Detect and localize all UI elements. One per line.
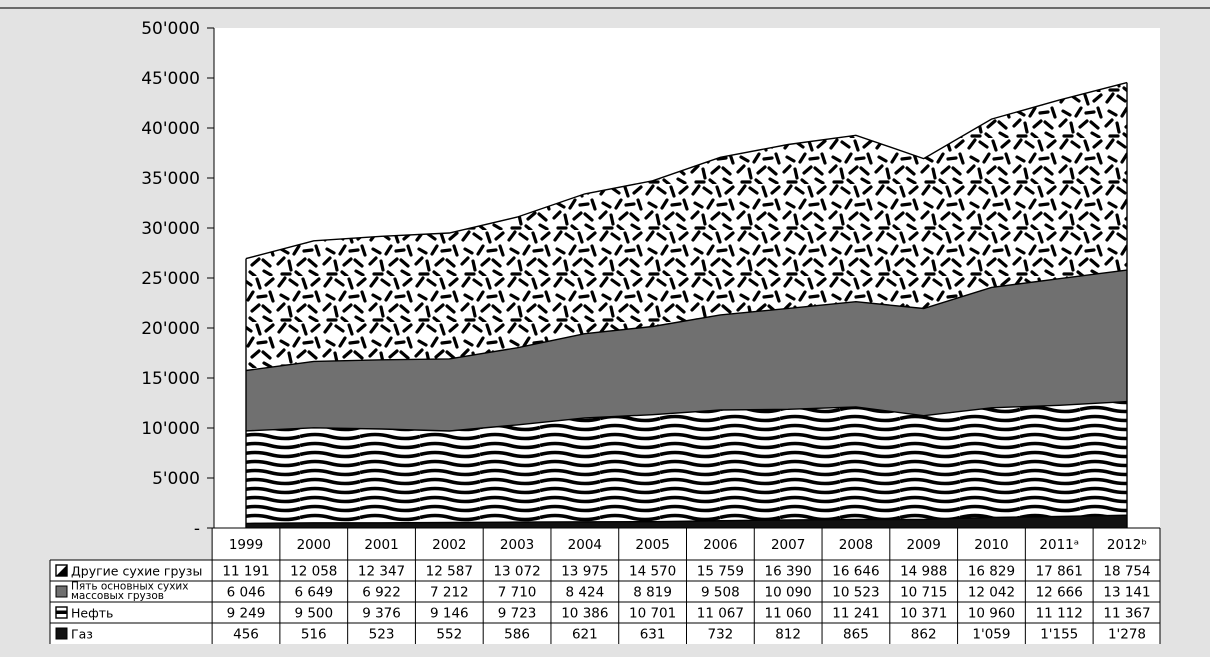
table-value: 1'059	[972, 627, 1010, 643]
table-value: 1'278	[1108, 627, 1146, 643]
table-value: 9 723	[498, 606, 537, 622]
table-value: 10 386	[561, 606, 608, 622]
table-value: 621	[572, 627, 598, 643]
year-label: 2009	[907, 537, 941, 553]
table-value: 456	[233, 627, 259, 643]
table-value: 10 523	[832, 585, 879, 601]
y-tick-label: 5'000	[152, 469, 200, 489]
table-value: 10 371	[900, 606, 947, 622]
y-tick-label: -	[194, 519, 200, 539]
legend-swatch-stripe	[56, 610, 67, 614]
table-value: 9 376	[362, 606, 401, 622]
y-tick-label: 10'000	[141, 419, 200, 439]
area-series-2	[246, 270, 1127, 431]
year-label: 1999	[229, 537, 263, 553]
area-line-1	[245, 400, 1128, 432]
table-value: 8 424	[566, 585, 605, 601]
year-label: 2003	[500, 537, 534, 553]
table-value: 11 191	[222, 564, 269, 580]
year-label: 2011ᵃ	[1039, 537, 1079, 553]
table-value: 732	[707, 627, 733, 643]
top-rule	[0, 7, 1210, 9]
table-value: 6 649	[294, 585, 333, 601]
legend-label: Газ	[71, 627, 93, 642]
table-value: 7 212	[430, 585, 469, 601]
year-label: 2001	[364, 537, 398, 553]
area-line-2	[245, 269, 1128, 372]
table-value: 12 587	[426, 564, 473, 580]
table-value: 9 249	[227, 606, 266, 622]
table-value: 865	[843, 627, 869, 643]
table-value: 11 241	[832, 606, 879, 622]
table-value: 12 666	[1036, 585, 1083, 601]
table-value: 516	[301, 627, 327, 643]
table-value: 552	[436, 627, 462, 643]
y-tick-label: 40'000	[141, 119, 200, 139]
table-value: 13 141	[1103, 585, 1150, 601]
legend-swatch-triangle	[56, 565, 67, 576]
year-label: 2008	[839, 537, 873, 553]
legend-label: Пять основных сухих	[71, 581, 188, 593]
table-value: 7 710	[498, 585, 537, 601]
table-value: 12 058	[290, 564, 337, 580]
legend-label: массовых грузов	[71, 590, 164, 602]
table-value: 9 508	[701, 585, 740, 601]
table-value: 8 819	[633, 585, 672, 601]
table-value: 6 922	[362, 585, 401, 601]
area-line-3	[245, 81, 1128, 260]
table-value: 11 060	[765, 606, 812, 622]
table-value: 862	[911, 627, 937, 643]
year-label: 2007	[771, 537, 805, 553]
table-value: 10 701	[629, 606, 676, 622]
table-value: 18 754	[1103, 564, 1150, 580]
legend-label: Нефть	[71, 606, 113, 621]
table-value: 13 975	[561, 564, 608, 580]
table-value: 16 390	[765, 564, 812, 580]
year-label: 2002	[432, 537, 466, 553]
table-value: 6 046	[227, 585, 266, 601]
table-value: 12 347	[358, 564, 405, 580]
table-value: 12 042	[968, 585, 1015, 601]
y-tick-label: 50'000	[141, 19, 200, 39]
table-value: 11 112	[1036, 606, 1083, 622]
y-tick-label: 15'000	[141, 369, 200, 389]
table-value: 1'155	[1040, 627, 1078, 643]
table-value: 16 829	[968, 564, 1015, 580]
year-label: 2012ᵇ	[1107, 537, 1147, 553]
area-series-3	[246, 82, 1127, 371]
table-value: 10 090	[765, 585, 812, 601]
table-value: 11 067	[697, 606, 744, 622]
year-label: 2005	[635, 537, 669, 553]
legend-swatch	[55, 585, 68, 598]
area-series-1	[246, 401, 1127, 524]
area-line-0	[245, 514, 1128, 525]
year-label: 2000	[297, 537, 331, 553]
table-value: 812	[775, 627, 801, 643]
table-value: 523	[369, 627, 395, 643]
table-value: 16 646	[832, 564, 879, 580]
table-value: 10 960	[968, 606, 1015, 622]
table-value: 9 146	[430, 606, 469, 622]
y-tick-label: 20'000	[141, 319, 200, 339]
table-value: 11 367	[1103, 606, 1150, 622]
table-value: 10 715	[900, 585, 947, 601]
year-label: 2006	[703, 537, 737, 553]
table-value: 13 072	[493, 564, 540, 580]
legend-label: Другие сухие грузы	[71, 564, 202, 579]
table-value: 631	[640, 627, 666, 643]
table-value: 9 500	[294, 606, 333, 622]
y-tick-label: 35'000	[141, 169, 200, 189]
y-tick-label: 45'000	[141, 69, 200, 89]
year-label: 2004	[568, 537, 602, 553]
table-value: 586	[504, 627, 530, 643]
y-tick-label: 25'000	[141, 269, 200, 289]
y-tick-label: 30'000	[141, 219, 200, 239]
table-value: 14 988	[900, 564, 947, 580]
table-value: 15 759	[697, 564, 744, 580]
table-value: 17 861	[1036, 564, 1083, 580]
legend-swatch	[55, 627, 68, 640]
year-label: 2010	[974, 537, 1008, 553]
table-value: 14 570	[629, 564, 676, 580]
